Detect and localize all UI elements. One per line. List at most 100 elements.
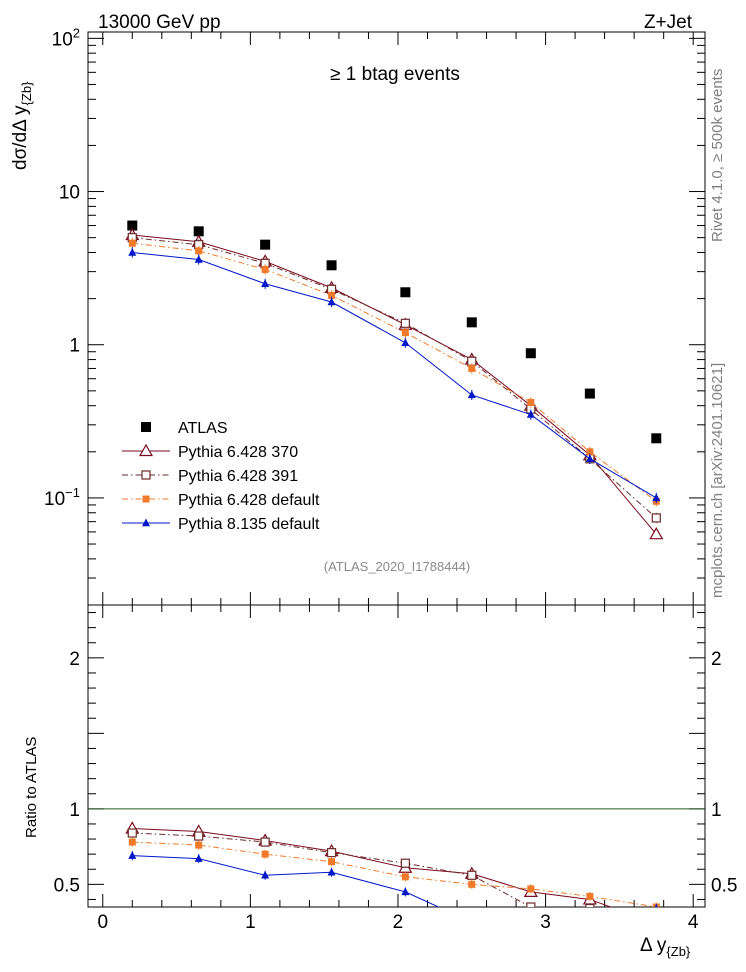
ratio-point-p6def	[328, 858, 336, 866]
ratio-point-p391	[526, 902, 536, 907]
ratio-series-group	[125, 821, 660, 907]
main-y-axis-label-main: dσ/dΔ y	[10, 105, 31, 170]
data-point-p8def	[261, 279, 270, 287]
data-point-p8def	[467, 390, 476, 399]
ratio-y-tick-label: 0.5	[54, 875, 80, 896]
ratio-x-tick-label: 4	[688, 912, 699, 933]
main-y-axis-label: dσ/dΔ y{Zb}	[10, 81, 34, 170]
main-y-axis-label-sub: {Zb}	[19, 81, 34, 106]
ratio-point-p8def	[327, 867, 336, 876]
ratio-point-p391	[127, 828, 137, 838]
legend-label: Pythia 8.135 default	[178, 516, 320, 533]
main-y-tick-label: 10	[59, 183, 80, 204]
data-point-p6def	[328, 291, 336, 299]
data-point-p6def	[468, 364, 476, 372]
ratio-frame	[87, 604, 706, 908]
ratio-point-p8def	[128, 851, 137, 859]
analysis-label: (ATLAS_2020_I1788444)	[324, 559, 470, 574]
legend-marker	[141, 470, 151, 480]
legend-label: Pythia 6.428 default	[178, 492, 320, 509]
main-series	[125, 220, 664, 540]
ratio-point-p8def	[194, 854, 203, 862]
main-ticks	[88, 32, 705, 606]
legend-marker	[138, 443, 154, 457]
data-point-atlas	[260, 239, 271, 250]
header-right: Z+Jet	[644, 12, 693, 33]
main-y-tick-label-base: 10	[59, 183, 80, 204]
legend-row-p370: Pythia 6.428 370	[122, 443, 298, 461]
data-point-atlas	[584, 388, 595, 399]
ratio-x-tick-label: 3	[540, 912, 551, 933]
ratio-x-axis-label: Δ y{Zb}	[640, 935, 691, 959]
legend-row-p6def: Pythia 6.428 default	[122, 492, 320, 509]
ratio-point-p6def	[128, 838, 136, 846]
data-point-atlas	[400, 287, 411, 298]
data-point-atlas	[127, 220, 138, 231]
main-y-tick-label: 10−1	[44, 485, 80, 510]
ratio-y-tick-label: 1	[69, 800, 80, 821]
ratio-point-p8def	[261, 870, 270, 879]
ratio-point-p391	[467, 870, 477, 880]
ratio-point-p391	[326, 848, 337, 858]
ratio-point-p391	[260, 837, 270, 847]
ratio-y-tick-label-right: 0.5	[711, 875, 737, 896]
ratio-point-p6def	[195, 841, 203, 849]
data-point-p8def	[526, 410, 535, 418]
ratio-x-tick-label: 2	[393, 912, 404, 933]
main-y-tick-label-base: 10	[52, 29, 73, 50]
ratio-point-p391	[194, 831, 204, 841]
legend-row-p391: Pythia 6.428 391	[122, 468, 298, 485]
data-point-p391	[400, 318, 410, 328]
ratio-x-axis-label-sub: {Zb}	[666, 944, 691, 959]
series-p8def	[128, 247, 661, 504]
data-point-p8def	[194, 255, 203, 263]
ratio-point-p6def	[586, 892, 594, 900]
data-point-atlas	[326, 260, 337, 271]
data-point-p6def	[527, 398, 535, 406]
data-point-p6def	[261, 265, 269, 273]
data-point-p8def	[327, 297, 336, 306]
ratio-point-p6def	[527, 885, 535, 893]
data-point-p6def	[195, 247, 203, 255]
legend-marker	[141, 422, 151, 432]
ratio-point-p391	[585, 903, 595, 907]
main-y-tick-label: 1	[69, 336, 80, 357]
ratio-point-p8def	[654, 904, 658, 907]
ratio-x-tick-label: 1	[245, 912, 256, 933]
data-point-p8def	[401, 338, 410, 346]
main-y-tick-label: 102	[52, 25, 80, 50]
ratio-y-tick-label: 2	[69, 649, 80, 670]
data-point-p8def	[128, 247, 137, 256]
rivet-label: Rivet 4.1.0, ≥ 500k events	[709, 69, 726, 242]
data-point-atlas	[651, 433, 662, 444]
ratio-point-p391	[400, 858, 410, 868]
data-point-p6def	[586, 448, 594, 456]
ratio-series-p391	[127, 828, 595, 907]
subtitle: ≥ 1 btag events	[330, 64, 460, 85]
legend-label: ATLAS	[178, 420, 228, 437]
legend-row-atlas: ATLAS	[141, 420, 228, 437]
header-left: 13000 GeV pp	[98, 12, 221, 33]
ratio-series-p8def	[128, 851, 658, 907]
main-y-tick-label-exp: 2	[73, 25, 80, 40]
main-y-tick-label-base: 1	[69, 336, 80, 357]
main-y-tick-label-base: 10	[44, 489, 65, 510]
ratio-y-axis-label: Ratio to ATLAS	[23, 737, 40, 838]
ratio-tick-labels: 0.5 0.5 1 1 2 2 0 1 2 3 4	[54, 649, 738, 933]
ratio-ticks	[88, 605, 705, 907]
ratio-y-tick-label-right: 1	[711, 800, 722, 821]
ratio-point-p6def	[261, 850, 269, 858]
legend-marker	[142, 518, 150, 527]
data-point-p8def	[585, 454, 594, 463]
legend-row-p8def: Pythia 8.135 default	[122, 516, 320, 533]
ratio-x-tick-label: 0	[97, 912, 108, 933]
data-point-atlas	[193, 226, 204, 237]
series-atlas	[127, 220, 662, 444]
data-point-p391	[651, 513, 661, 523]
mcplots-label: mcplots.cern.ch [arXiv:2401.10621]	[709, 363, 726, 598]
ratio-point-p6def	[468, 880, 476, 888]
legend-label: Pythia 6.428 391	[178, 468, 298, 485]
